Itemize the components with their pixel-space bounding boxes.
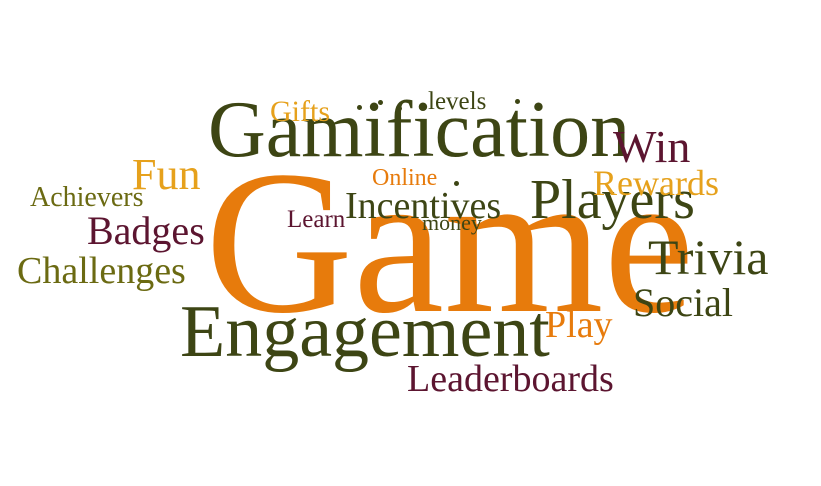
word-win: Win [613,121,691,172]
word-trivia: Trivia [648,229,769,285]
word-online: Online [372,165,438,191]
dot [454,181,459,186]
word-money: money [422,210,482,235]
dot [357,105,362,110]
word-gifts: Gifts [270,95,330,128]
word-incentives: Incentives [345,185,502,227]
word-fun: Fun [132,150,201,199]
dot [397,106,402,111]
word-social: Social [633,280,733,325]
dot [515,99,520,104]
word-learn: Learn [287,206,346,233]
word-engagement: Engagement [180,291,550,373]
word-rewards: Rewards [593,163,719,203]
word-players: Players [530,169,695,231]
word-challenges: Challenges [17,250,186,292]
word-game: Game [205,129,695,356]
word-achievers: Achievers [30,182,144,213]
word-badges: Badges [87,208,205,253]
word-leaderboards: Leaderboards [407,358,614,400]
word-gamification: Gamification [208,86,631,174]
word-levels: levels [428,88,487,115]
dot [378,100,383,105]
word-play: Play [545,304,613,346]
